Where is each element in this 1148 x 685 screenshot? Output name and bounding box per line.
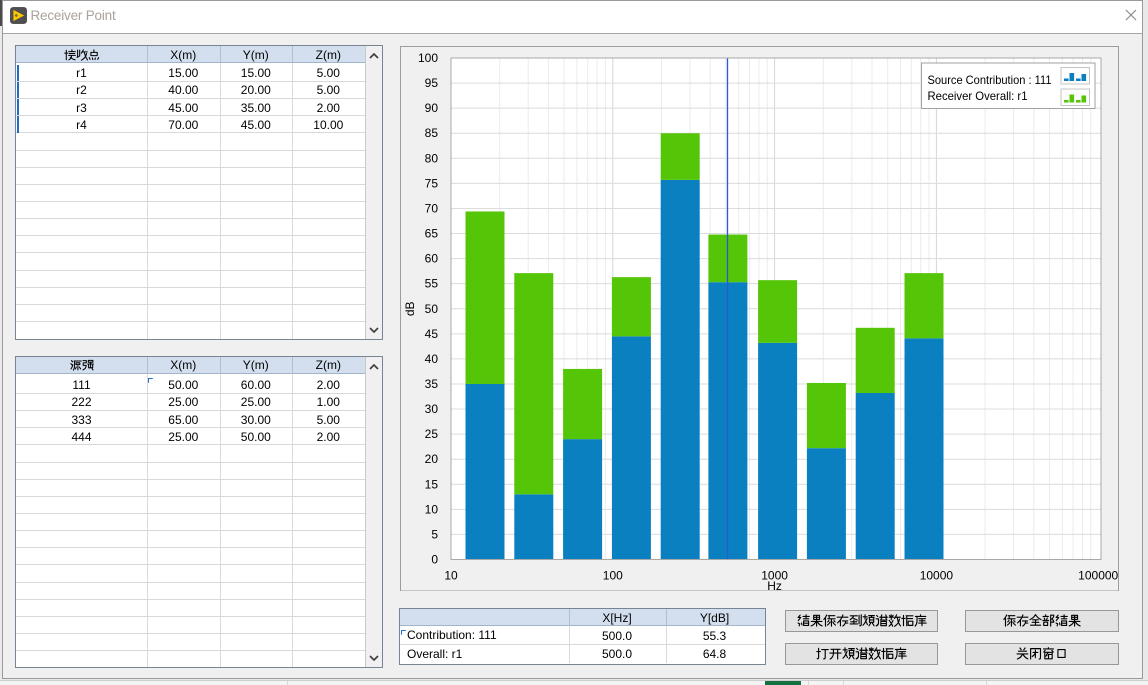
svg-text:0: 0	[431, 552, 438, 566]
svg-text:15: 15	[425, 477, 439, 491]
svg-text:40: 40	[425, 351, 439, 365]
svg-text:75: 75	[425, 176, 439, 190]
svg-text:Receiver Overall: r1: Receiver Overall: r1	[928, 89, 1028, 103]
svg-text:85: 85	[425, 126, 439, 140]
svg-text:Source Contribution : 111: Source Contribution : 111	[928, 73, 1052, 87]
svg-text:90: 90	[425, 101, 439, 115]
svg-text:100: 100	[418, 51, 438, 65]
svg-text:10: 10	[425, 502, 439, 516]
svg-text:Hz: Hz	[767, 579, 782, 592]
svg-text:55: 55	[425, 276, 439, 290]
svg-text:25: 25	[425, 427, 439, 441]
svg-text:100: 100	[603, 568, 623, 582]
svg-text:65: 65	[425, 226, 439, 240]
svg-text:95: 95	[425, 76, 439, 90]
svg-text:dB: dB	[403, 301, 417, 316]
svg-text:100000: 100000	[1078, 568, 1118, 582]
svg-text:50: 50	[425, 301, 439, 315]
svg-text:70: 70	[425, 201, 439, 215]
svg-text:30: 30	[425, 402, 439, 416]
svg-text:35: 35	[425, 376, 439, 390]
svg-text:80: 80	[425, 151, 439, 165]
svg-text:20: 20	[425, 452, 439, 466]
svg-text:10000: 10000	[920, 568, 954, 582]
svg-text:5: 5	[431, 527, 438, 541]
svg-text:10: 10	[444, 568, 458, 582]
svg-text:1000: 1000	[761, 568, 788, 582]
svg-text:45: 45	[425, 326, 439, 340]
svg-text:60: 60	[425, 251, 439, 265]
